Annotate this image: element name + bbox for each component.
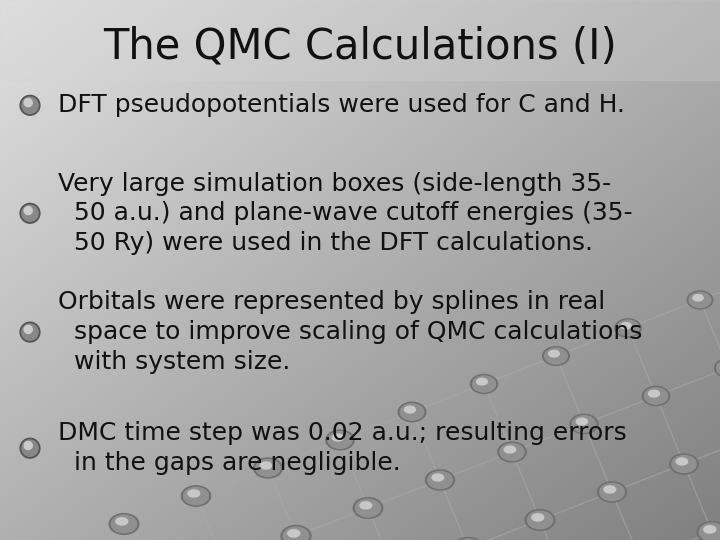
Ellipse shape (572, 416, 596, 433)
Ellipse shape (20, 204, 40, 223)
Ellipse shape (260, 462, 271, 469)
Ellipse shape (283, 527, 309, 540)
Ellipse shape (472, 376, 495, 392)
Ellipse shape (20, 96, 40, 115)
Ellipse shape (543, 347, 570, 365)
Ellipse shape (181, 486, 210, 506)
Ellipse shape (356, 500, 380, 517)
Ellipse shape (670, 454, 698, 474)
Ellipse shape (703, 526, 716, 533)
Ellipse shape (470, 375, 498, 394)
Ellipse shape (545, 348, 567, 364)
Ellipse shape (693, 295, 703, 301)
Ellipse shape (716, 360, 720, 376)
Ellipse shape (615, 319, 641, 337)
Ellipse shape (20, 322, 40, 342)
Text: DMC time step was 0.02 a.u.; resulting errors
  in the gaps are negligible.: DMC time step was 0.02 a.u.; resulting e… (58, 421, 626, 475)
Ellipse shape (672, 456, 696, 472)
Ellipse shape (600, 483, 624, 501)
Ellipse shape (400, 404, 424, 420)
Ellipse shape (477, 379, 487, 385)
Ellipse shape (22, 440, 38, 456)
Text: Very large simulation boxes (side-length 35-
  50 a.u.) and plane-wave cutoff en: Very large simulation boxes (side-length… (58, 172, 633, 255)
Ellipse shape (699, 523, 720, 540)
Ellipse shape (428, 471, 452, 489)
Text: Orbitals were represented by splines in real
  space to improve scaling of QMC c: Orbitals were represented by splines in … (58, 291, 642, 374)
Ellipse shape (405, 406, 415, 413)
Ellipse shape (697, 522, 720, 540)
Ellipse shape (24, 206, 32, 215)
Ellipse shape (432, 474, 444, 481)
Ellipse shape (453, 537, 483, 540)
Ellipse shape (288, 530, 300, 537)
Ellipse shape (687, 291, 713, 309)
Ellipse shape (498, 442, 526, 462)
Ellipse shape (525, 510, 555, 530)
Ellipse shape (328, 431, 352, 448)
Ellipse shape (22, 324, 38, 340)
Bar (0, 0, 720, 80)
Ellipse shape (598, 482, 626, 502)
Text: The QMC Calculations (I): The QMC Calculations (I) (103, 25, 617, 67)
Ellipse shape (644, 388, 667, 404)
Ellipse shape (714, 359, 720, 377)
Ellipse shape (649, 390, 660, 397)
Ellipse shape (22, 97, 38, 113)
Ellipse shape (549, 350, 559, 357)
Ellipse shape (532, 514, 544, 521)
Ellipse shape (604, 486, 616, 493)
Ellipse shape (256, 460, 280, 476)
Ellipse shape (621, 322, 631, 329)
Ellipse shape (504, 446, 516, 453)
Ellipse shape (455, 539, 481, 540)
Ellipse shape (689, 292, 711, 308)
Ellipse shape (20, 438, 40, 458)
Ellipse shape (24, 98, 32, 107)
Ellipse shape (500, 443, 524, 461)
Ellipse shape (24, 325, 32, 333)
Ellipse shape (22, 205, 38, 221)
Ellipse shape (360, 502, 372, 509)
Ellipse shape (576, 418, 588, 425)
Ellipse shape (281, 525, 311, 540)
Ellipse shape (676, 458, 688, 465)
Ellipse shape (332, 434, 343, 441)
Ellipse shape (116, 518, 127, 525)
Ellipse shape (354, 498, 383, 518)
Ellipse shape (109, 514, 139, 535)
Ellipse shape (184, 487, 208, 505)
Text: DFT pseudopotentials were used for C and H.: DFT pseudopotentials were used for C and… (58, 93, 625, 117)
Ellipse shape (326, 430, 354, 450)
Ellipse shape (398, 402, 426, 422)
Ellipse shape (642, 387, 670, 406)
Ellipse shape (253, 458, 282, 478)
Ellipse shape (24, 441, 32, 449)
Ellipse shape (570, 414, 598, 434)
Ellipse shape (617, 320, 639, 336)
Ellipse shape (112, 515, 137, 533)
Ellipse shape (528, 511, 552, 529)
Ellipse shape (188, 490, 199, 497)
Ellipse shape (426, 470, 454, 490)
